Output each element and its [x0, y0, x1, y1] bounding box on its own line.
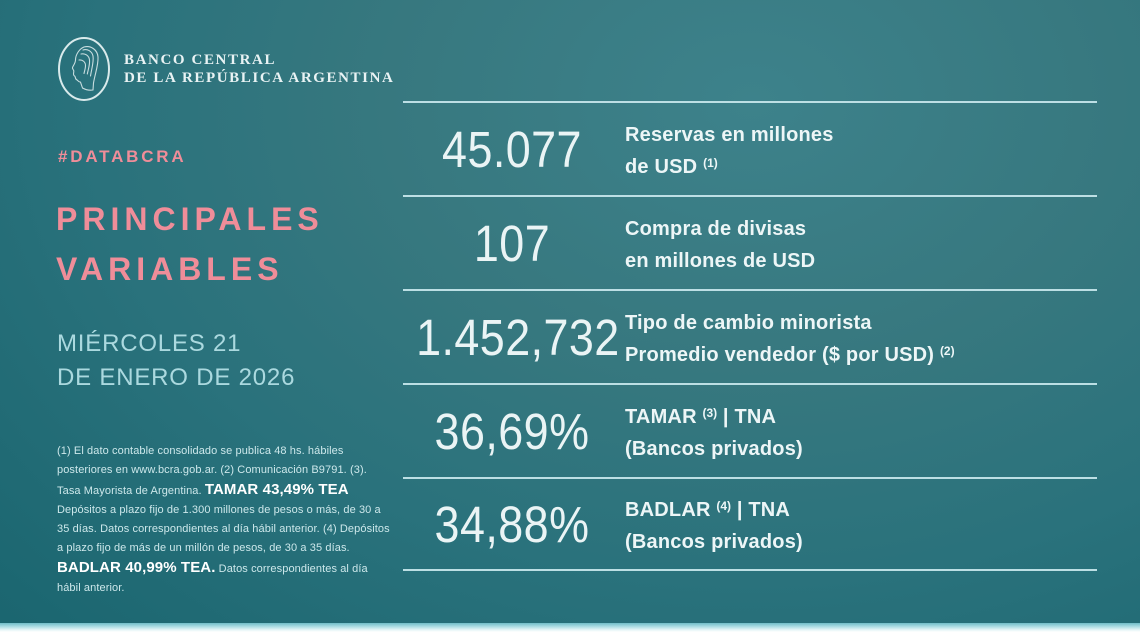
brand-header: BANCO CENTRAL DE LA REPÚBLICA ARGENTINA	[57, 36, 394, 102]
label-text: | TNA	[731, 498, 791, 521]
brand-name: BANCO CENTRAL DE LA REPÚBLICA ARGENTINA	[124, 51, 394, 87]
liberty-head-icon	[58, 37, 110, 101]
label-text: Compra de divisas	[625, 217, 807, 240]
indicator-row-reservas: 45.077 Reservas en millones de USD (1)	[403, 101, 1097, 195]
indicator-row-badlar: 34,88% BADLAR (4) | TNA (Bancos privados…	[403, 477, 1097, 571]
indicator-label: Compra de divisas en millones de USD	[621, 211, 815, 276]
indicator-label-line1: Tipo de cambio minorista	[625, 305, 955, 338]
indicator-value: 45.077	[442, 120, 582, 178]
footnote-ref: (1)	[703, 156, 718, 170]
indicator-row-tipo-cambio: 1.452,732 Tipo de cambio minorista Prome…	[403, 289, 1097, 383]
label-text: en millones de USD	[625, 250, 816, 272]
page-title: PRINCIPALES VARIABLES	[56, 194, 324, 294]
footnotes: (1) El dato contable consolidado se publ…	[57, 442, 391, 598]
indicator-label: TAMAR (3) | TNA (Bancos privados)	[621, 399, 803, 464]
label-text: | TNA	[717, 405, 777, 428]
report-date-line1: MIÉRCOLES 21	[57, 330, 242, 357]
footnote-text: (1) El dato contable consolidado se publ…	[57, 445, 367, 497]
indicator-label: BADLAR (4) | TNA (Bancos privados)	[621, 492, 803, 557]
indicator-label: Reservas en millones de USD (1)	[621, 117, 834, 182]
label-text: Promedio vendedor ($ por USD)	[625, 344, 940, 366]
indicator-label-line1: Reservas en millones	[625, 117, 834, 150]
indicator-label: Tipo de cambio minorista Promedio vended…	[621, 305, 955, 370]
footnote-ref: (4)	[716, 498, 732, 513]
indicator-value: 107	[473, 214, 551, 272]
hashtag-databcra: #DATABCRA	[58, 147, 187, 166]
page-title-line2: VARIABLES	[56, 251, 284, 287]
bottom-decorative-strip	[0, 623, 1140, 635]
indicator-label-line1: TAMAR (3) | TNA	[625, 399, 803, 432]
label-text: TAMAR	[625, 405, 703, 428]
bcra-logo	[57, 36, 111, 102]
indicator-row-compra-divisas: 107 Compra de divisas en millones de USD	[403, 195, 1097, 289]
label-text: (Bancos privados)	[625, 531, 803, 553]
indicator-label-line2: en millones de USD	[625, 243, 815, 276]
indicator-label-line2: (Bancos privados)	[625, 524, 803, 557]
indicator-label-line2: (Bancos privados)	[625, 431, 803, 464]
report-date: MIÉRCOLES 21 DE ENERO DE 2026	[57, 327, 295, 395]
label-text: de USD	[625, 156, 704, 178]
label-text: Tipo de cambio minorista	[625, 311, 872, 334]
footnote-ref: (3)	[702, 405, 718, 420]
indicator-label-line1: BADLAR (4) | TNA	[625, 492, 803, 525]
brand-name-line2: DE LA REPÚBLICA ARGENTINA	[124, 70, 395, 86]
brand-name-line1: BANCO CENTRAL	[124, 52, 277, 68]
indicator-label-line2: Promedio vendedor ($ por USD) (2)	[625, 337, 955, 370]
label-text: Reservas en millones	[625, 123, 834, 146]
footnote-ref: (2)	[939, 344, 955, 358]
label-text: (Bancos privados)	[625, 438, 803, 460]
indicator-value: 34,88%	[434, 495, 590, 553]
report-date-line2: DE ENERO DE 2026	[57, 364, 296, 391]
indicators-panel: 45.077 Reservas en millones de USD (1) 1…	[403, 101, 1097, 571]
page-title-line1: PRINCIPALES	[56, 201, 324, 237]
footnote-text: Datos correspondientes al día hábil ante…	[57, 563, 368, 594]
indicator-row-tamar: 36,69% TAMAR (3) | TNA (Bancos privados)	[403, 383, 1097, 477]
indicator-label-line1: Compra de divisas	[625, 211, 815, 244]
indicator-value: 36,69%	[434, 402, 590, 460]
indicator-label-line2: de USD (1)	[625, 149, 834, 182]
label-text: BADLAR	[625, 498, 717, 521]
footnote-text: Depósitos a plazo fijo de 1.300 millones…	[57, 504, 390, 554]
indicator-value: 1.452,732	[416, 308, 620, 366]
badlar-tea-highlight: BADLAR 40,99% TEA.	[57, 559, 216, 576]
tamar-tea-highlight: TAMAR 43,49% TEA	[204, 481, 349, 498]
